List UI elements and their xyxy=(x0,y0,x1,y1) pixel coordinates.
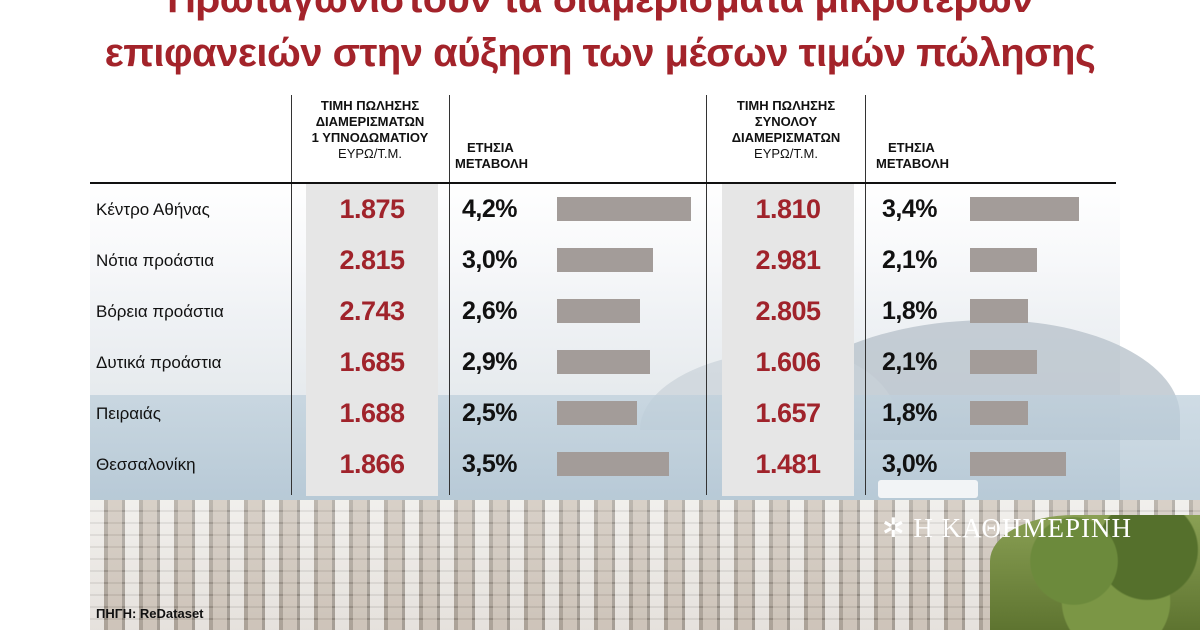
change-bar xyxy=(557,350,650,374)
header-line: ΕΤΗΣΙΑ xyxy=(888,140,935,155)
price-value: 1.481 xyxy=(755,449,821,479)
change-bar xyxy=(970,299,1028,323)
trees xyxy=(990,515,1200,630)
header-line: ΤΙΜΗ ΠΩΛΗΣΗΣ xyxy=(320,98,420,113)
header-line: 1 ΥΠΝΟΔΩΜΑΤΙΟΥ xyxy=(311,130,429,145)
price-value: 2.743 xyxy=(339,296,405,326)
change-bar xyxy=(557,452,669,476)
column-divider-2 xyxy=(449,95,450,495)
change-bar xyxy=(557,401,637,425)
header-price-total: ΤΙΜΗ ΠΩΛΗΣΗΣ ΣΥΝΟΛΟΥ ΔΙΑΜΕΡΙΣΜΑΤΩΝ ΕΥΡΩ/… xyxy=(708,98,864,162)
change-bar xyxy=(970,248,1037,272)
header-line: ΜΕΤΑΒΟΛΗ xyxy=(455,156,529,171)
chart-title-line-1: Πρωταγωνιστούν τα διαμερίσματα μικρότερω… xyxy=(0,0,1200,22)
header-line: ΜΕΤΑΒΟΛΗ xyxy=(876,156,950,171)
header-annual-change-1: ΕΤΗΣΙΑ ΜΕΤΑΒΟΛΗ xyxy=(455,140,529,172)
change-label: 1,8% xyxy=(882,297,937,325)
header-line: ΔΙΑΜΕΡΙΣΜΑΤΩΝ xyxy=(315,114,425,129)
change-label: 4,2% xyxy=(462,195,517,223)
price-value: 1.810 xyxy=(755,194,821,224)
change-bar xyxy=(557,248,653,272)
row-label: Κέντρο Αθήνας xyxy=(96,200,210,219)
header-line: ΕΤΗΣΙΑ xyxy=(467,140,514,155)
column-divider-3 xyxy=(706,95,707,495)
column-divider-4 xyxy=(865,95,866,495)
price-value: 1.875 xyxy=(339,194,405,224)
change-label: 1,8% xyxy=(882,399,937,427)
header-line: ΤΙΜΗ ΠΩΛΗΣΗΣ xyxy=(736,98,836,113)
change-bar xyxy=(970,452,1066,476)
change-label: 2,6% xyxy=(462,297,517,325)
row-label: Βόρεια προάστια xyxy=(96,302,224,321)
source-note: ΠΗΓΗ: ReDataset xyxy=(96,606,204,621)
header-unit: ΕΥΡΩ/Τ.Μ. xyxy=(754,146,818,161)
header-line: ΣΥΝΟΛΟΥ xyxy=(754,114,818,129)
change-label: 3,0% xyxy=(462,246,517,274)
change-bar xyxy=(970,350,1037,374)
row-label: Θεσσαλονίκη xyxy=(96,455,196,474)
change-label: 3,4% xyxy=(882,195,937,223)
change-bar xyxy=(970,197,1079,221)
change-label: 2,1% xyxy=(882,348,937,376)
header-unit: ΕΥΡΩ/Τ.Μ. xyxy=(338,146,402,161)
price-value: 1.685 xyxy=(339,347,405,377)
change-label: 2,1% xyxy=(882,246,937,274)
change-bar xyxy=(557,299,640,323)
change-label: 3,5% xyxy=(462,450,517,478)
change-label: 2,9% xyxy=(462,348,517,376)
price-value: 2.981 xyxy=(755,245,821,275)
price-value: 1.866 xyxy=(339,449,405,479)
change-label: 3,0% xyxy=(882,450,937,478)
ferry-ship xyxy=(878,480,978,498)
column-divider-1 xyxy=(291,95,292,495)
row-label: Νότια προάστια xyxy=(96,251,215,270)
header-line: ΔΙΑΜΕΡΙΣΜΑΤΩΝ xyxy=(731,130,841,145)
price-value: 2.805 xyxy=(755,296,821,326)
column-shade-1 xyxy=(306,184,438,496)
row-label: Πειραιάς xyxy=(96,404,161,423)
header-annual-change-2: ΕΤΗΣΙΑ ΜΕΤΑΒΟΛΗ xyxy=(876,140,950,172)
change-bar xyxy=(970,401,1028,425)
price-value: 1.606 xyxy=(755,347,821,377)
price-value: 1.657 xyxy=(755,398,821,428)
publisher-logo: ✲ Η ΚΑΘΗΜΕΡΙΝΗ xyxy=(882,513,1133,543)
change-bar xyxy=(557,197,691,221)
header-rule xyxy=(90,182,1116,184)
chart-title-line-2: επιφανειών στην αύξηση των μέσων τιμών π… xyxy=(104,31,1096,75)
column-shade-3 xyxy=(722,184,854,496)
row-label: Δυτικά προάστια xyxy=(96,353,222,372)
header-price-1bed: ΤΙΜΗ ΠΩΛΗΣΗΣ ΔΙΑΜΕΡΙΣΜΑΤΩΝ 1 ΥΠΝΟΔΩΜΑΤΙΟ… xyxy=(292,98,448,162)
price-value: 1.688 xyxy=(339,398,405,428)
price-value: 2.815 xyxy=(339,245,405,275)
change-label: 2,5% xyxy=(462,399,517,427)
publisher-logo-text: Η ΚΑΘΗΜΕΡΙΝΗ xyxy=(913,513,1133,543)
